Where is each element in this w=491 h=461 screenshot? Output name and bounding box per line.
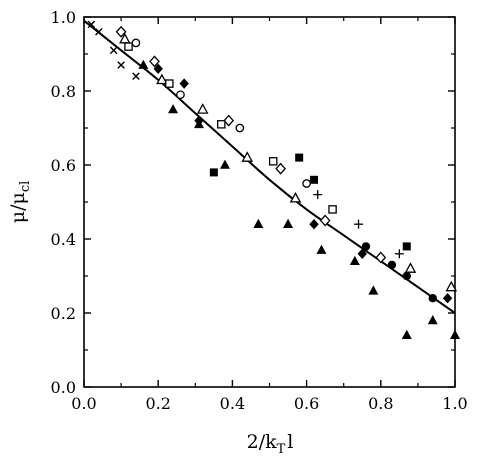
- data-point-open-square: [165, 79, 174, 88]
- data-point-open-square: [124, 42, 133, 51]
- y-axis-label: μ/μcl: [7, 181, 33, 224]
- data-point-open-square: [328, 205, 337, 214]
- y-tick-label: 1.0: [51, 8, 76, 27]
- data-point-open-square: [268, 157, 278, 166]
- data-point-open-diamond: [319, 214, 331, 227]
- data-point-filled-triangle: [427, 315, 438, 325]
- data-point-filled-diamond: [442, 293, 453, 304]
- data-point-cross: [109, 46, 118, 55]
- y-tick-label: 0.6: [51, 156, 76, 175]
- data-point-open-circle: [131, 38, 141, 48]
- data-point-open-diamond: [223, 114, 235, 127]
- data-point-filled-triangle: [219, 159, 230, 169]
- data-point-filled-triangle: [283, 218, 294, 228]
- data-point-filled-triangle: [450, 329, 460, 339]
- data-point-filled-triangle: [253, 218, 264, 228]
- data-point-filled-triangle: [316, 244, 327, 254]
- data-point-filled-diamond: [179, 78, 189, 89]
- data-point-filled-circle: [428, 294, 437, 303]
- data-point-filled-triangle: [401, 329, 412, 339]
- data-point-plus: [394, 249, 404, 259]
- data-point-cross: [95, 28, 103, 36]
- data-point-open-circle: [302, 179, 311, 188]
- data-point-filled-square: [295, 153, 304, 162]
- data-point-open-triangle: [404, 262, 417, 273]
- data-point-filled-circle: [361, 242, 371, 251]
- x-tick-label: 0.0: [71, 394, 96, 413]
- fit-curve-line: [83, 19, 456, 314]
- data-point-open-triangle: [445, 280, 458, 292]
- x-axis-label-main: 2/k: [247, 431, 277, 453]
- plot-frame: [83, 16, 456, 388]
- data-point-cross: [87, 20, 96, 29]
- y-tick-label: 0.0: [51, 378, 76, 397]
- data-point-filled-square: [209, 168, 218, 177]
- x-tick-label: 1.0: [442, 394, 467, 413]
- data-point-filled-diamond: [357, 248, 367, 259]
- x-tick-label: 0.4: [220, 394, 245, 413]
- data-point-open-triangle: [156, 73, 168, 85]
- y-axis-label-main: μ/μ: [7, 192, 29, 223]
- x-tick-label: 0.8: [368, 394, 393, 413]
- fit-curve-layer: [83, 19, 456, 314]
- data-point-filled-triangle: [194, 118, 205, 129]
- x-tick-label: 0.6: [294, 394, 319, 413]
- data-point-open-diamond: [275, 162, 287, 175]
- y-tick-label: 0.8: [51, 82, 76, 101]
- data-point-open-diamond: [375, 251, 387, 264]
- data-point-filled-triangle: [368, 285, 379, 295]
- data-point-filled-diamond: [153, 63, 163, 74]
- x-axis-label-tail: l: [287, 431, 293, 453]
- axis-ticks: 0.0 0.2 0.4 0.6 0.8 1.0 0.0 0.2 0.4 0.6 0.8 1.0: [51, 8, 468, 413]
- data-point-open-diamond: [149, 55, 160, 68]
- x-axis-label-subscript: T: [277, 442, 286, 457]
- data-point-filled-circle: [402, 271, 411, 281]
- y-tick-label: 0.2: [51, 304, 76, 323]
- data-point-filled-triangle: [168, 104, 179, 114]
- data-point-cross: [132, 72, 140, 80]
- data-point-open-triangle: [196, 103, 209, 114]
- data-point-open-diamond: [115, 25, 127, 38]
- data-point-filled-square: [402, 242, 411, 251]
- data-point-open-circle: [235, 123, 245, 133]
- data-point-open-triangle: [289, 191, 302, 203]
- data-points: [87, 20, 460, 339]
- y-axis-label-subscript: cl: [18, 181, 33, 192]
- x-axis-label: 2/kT l: [247, 431, 294, 457]
- data-point-filled-triangle: [138, 59, 149, 69]
- data-point-filled-triangle: [349, 255, 360, 265]
- y-tick-label: 0.4: [51, 230, 76, 249]
- data-point-filled-circle: [387, 260, 397, 270]
- data-point-cross: [117, 61, 125, 69]
- data-point-filled-square: [310, 175, 319, 184]
- x-tick-label: 0.2: [145, 394, 170, 413]
- data-point-filled-diamond: [309, 219, 319, 230]
- data-point-open-triangle: [241, 151, 254, 162]
- data-point-open-circle: [176, 90, 185, 100]
- data-point-open-square: [217, 120, 226, 129]
- data-point-plus: [313, 190, 323, 200]
- data-point-plus: [354, 219, 364, 229]
